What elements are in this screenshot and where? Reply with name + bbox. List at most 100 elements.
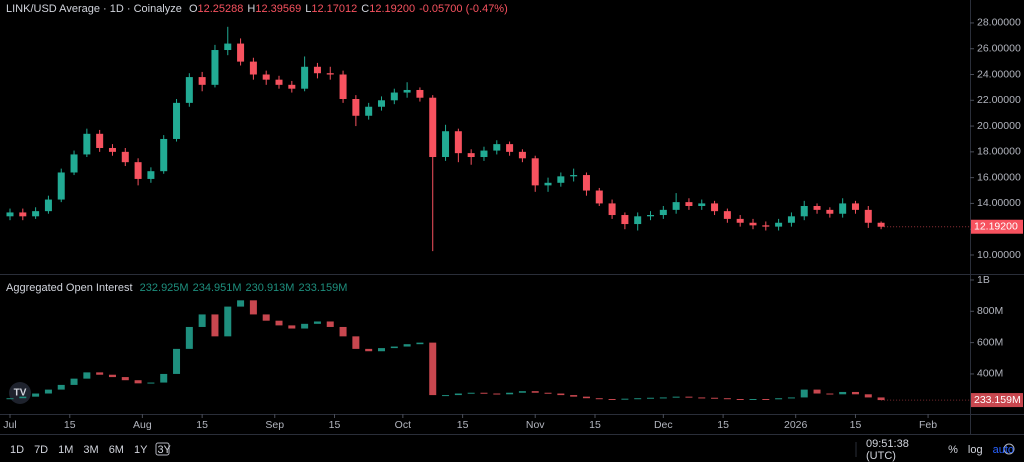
candle-body — [249, 61, 257, 75]
y-tick-label: 26.00000 — [977, 43, 1021, 55]
candle-body — [224, 43, 232, 51]
candle-body — [698, 397, 706, 399]
candle-body — [173, 102, 181, 139]
oi-legend: Aggregated Open Interest 232.925M 234.951… — [6, 282, 351, 294]
price-legend: LINK/USD Average · 1D · Coinalyze O12.25… — [6, 3, 512, 15]
percent-toggle[interactable]: % — [948, 444, 958, 456]
candle-body — [531, 391, 539, 393]
candle-body — [723, 211, 731, 219]
candle-body — [518, 391, 526, 393]
candle-body — [544, 182, 552, 186]
logo-mark: TV — [14, 388, 27, 399]
candle-body — [390, 92, 398, 101]
candle-body — [57, 172, 65, 200]
candle-body — [403, 344, 411, 347]
candle-body — [32, 393, 40, 397]
x-tick-label: 15 — [850, 419, 862, 431]
range-button[interactable]: 6M — [108, 444, 124, 456]
candle-body — [147, 382, 155, 384]
candle-body — [365, 106, 373, 116]
range-button[interactable]: 3M — [83, 444, 99, 456]
candle-body — [672, 202, 680, 210]
ohlc-value: 12.39569 — [255, 3, 302, 15]
candle-body — [557, 393, 565, 396]
candle-body — [544, 392, 552, 394]
candle-body — [211, 314, 219, 337]
x-tick-label: Dec — [654, 419, 673, 431]
ohlc-key: H — [247, 3, 256, 15]
candle-body — [185, 326, 193, 349]
x-tick-label: 15 — [717, 419, 729, 431]
candle-body — [301, 323, 309, 329]
candle-body — [826, 209, 834, 214]
x-tick-label: 2026 — [784, 419, 808, 431]
candle-body — [851, 203, 859, 210]
candle-body — [416, 89, 424, 98]
candle-body — [749, 222, 757, 226]
candle-body — [83, 133, 91, 155]
candle-body — [442, 131, 450, 158]
range-button[interactable]: 7D — [34, 444, 49, 456]
candle-body — [608, 203, 616, 216]
y-tick-label: 10.00000 — [977, 249, 1021, 261]
candle-body — [326, 73, 334, 75]
x-tick-label: 15 — [329, 419, 341, 431]
oi-value: 232.925M — [139, 282, 189, 294]
candle-body — [698, 203, 706, 206]
candle-body — [429, 97, 437, 158]
candle-body — [275, 320, 283, 326]
x-tick-label: Aug — [133, 419, 152, 431]
last-price-label: 233.159M — [974, 394, 1021, 406]
candle-body — [262, 314, 270, 321]
auto-toggle[interactable]: auto — [992, 444, 1014, 456]
calendar-icon[interactable] — [155, 442, 170, 456]
y-tick-label: 400M — [977, 368, 1003, 380]
range-button[interactable]: 3Y — [157, 444, 171, 456]
candle-body — [711, 203, 719, 212]
candle-body — [429, 342, 437, 396]
candle-body — [237, 43, 245, 62]
candle-body — [275, 79, 283, 85]
candle-body — [249, 300, 257, 315]
range-button[interactable]: 1Y — [133, 444, 148, 456]
last-price-label: 12.19200 — [974, 221, 1018, 233]
candle-body — [775, 222, 783, 227]
candle-body — [6, 212, 14, 217]
candle-body — [339, 74, 347, 100]
x-tick-label: Oct — [395, 419, 411, 431]
clock: 09:51:38 (UTC) — [866, 438, 909, 462]
candle-body — [454, 393, 462, 396]
candle-body — [121, 377, 129, 381]
candle-body — [506, 144, 514, 152]
candle-body — [800, 205, 808, 217]
last-price-box — [971, 393, 1023, 408]
last-price-box — [971, 219, 1023, 234]
y-tick-label: 20.00000 — [977, 120, 1021, 132]
candle-body — [493, 393, 501, 395]
candle-body — [467, 153, 475, 158]
candle-body — [19, 212, 27, 217]
candle-body — [851, 391, 859, 395]
oi-value: 230.913M — [245, 282, 295, 294]
range-button[interactable]: 1D — [10, 444, 25, 456]
candle-body — [762, 399, 770, 401]
settings-icon[interactable] — [1003, 443, 1015, 455]
candle-body — [800, 389, 808, 398]
candle-body — [19, 396, 27, 399]
ohlc-value: 12.17012 — [311, 3, 358, 15]
candle-body — [352, 336, 360, 349]
x-tick-label: 15 — [64, 419, 76, 431]
candle-body — [390, 346, 398, 349]
candle-body — [518, 151, 526, 159]
candle-body — [864, 394, 872, 398]
candle-body — [685, 396, 693, 398]
x-tick-label: 15 — [457, 419, 469, 431]
ohlc-key: O — [188, 3, 198, 15]
log-toggle[interactable]: log — [967, 444, 983, 456]
candle-body — [570, 175, 578, 177]
logo-badge — [9, 382, 31, 404]
candle-body — [237, 300, 245, 307]
range-button[interactable]: 1M — [58, 444, 74, 456]
y-tick-label: 800M — [977, 305, 1003, 317]
